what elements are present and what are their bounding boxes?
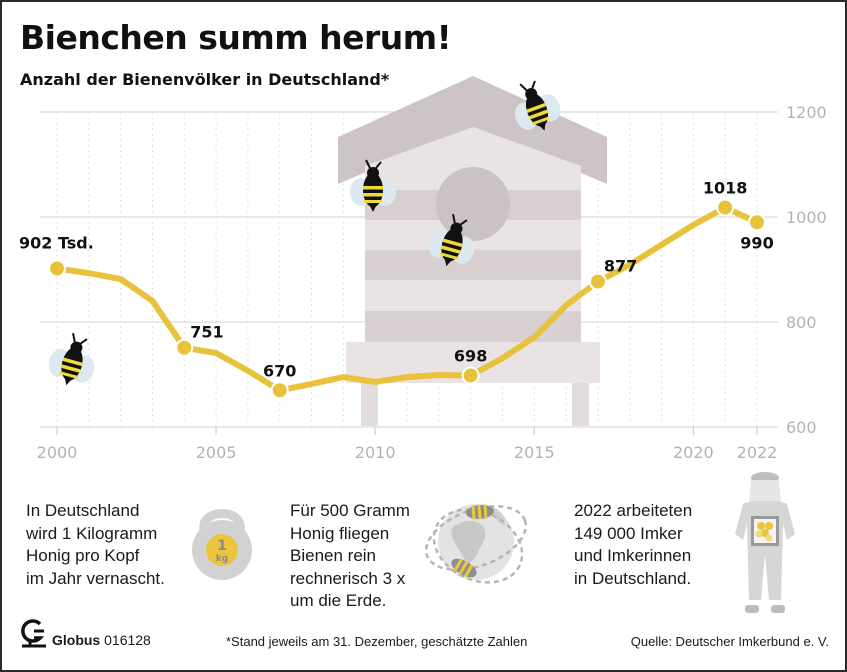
y-tick-label: 1000: [786, 208, 827, 227]
y-tick-label: 1200: [786, 103, 827, 122]
kettlebell-weight-number: 1: [217, 538, 227, 554]
hive-band: [365, 280, 581, 311]
data-point: [748, 213, 766, 232]
globe-with-bees-icon: [424, 504, 528, 584]
fact-beekeepers: 2022 arbeiteten 149 000 Imker und Imkeri…: [574, 501, 693, 588]
y-tick-label: 800: [786, 313, 817, 332]
beehive-illustration: [338, 76, 607, 426]
data-label: 698: [454, 347, 487, 366]
label-layer: 902 Tsd. 751 670 698 877 1018 990: [19, 179, 774, 381]
data-label: 1018: [703, 179, 748, 198]
tick-layer: 600 800 1000 1200 2000 2005 2010 2015 2020 2022: [37, 103, 827, 462]
x-tick-label: 2010: [355, 443, 396, 462]
data-point: [461, 366, 480, 385]
data-point: [716, 198, 735, 217]
data-point: [270, 381, 289, 400]
x-tick-label: 2000: [37, 443, 78, 462]
kettlebell-icon: 1 kg: [192, 509, 252, 580]
brand-logo: Globus 016128: [20, 618, 151, 648]
point-layer: [48, 198, 766, 400]
line-layer: [54, 204, 760, 394]
x-tick-label: 2020: [673, 443, 714, 462]
kettlebell-weight-unit: kg: [216, 554, 228, 564]
page-title: Bienchen summ herum!: [20, 18, 452, 57]
fact-honey-consumption: In Deutschland wird 1 Kilogramm Honig pr…: [26, 501, 165, 588]
data-point: [48, 259, 66, 278]
data-label: 877: [604, 257, 637, 276]
data-label: 990: [740, 233, 773, 252]
bee-layer: [48, 80, 561, 386]
data-label: 902 Tsd.: [19, 233, 94, 252]
x-tick-label: 2005: [196, 443, 237, 462]
hive-roof: [338, 76, 607, 184]
graphic-code: 016128: [104, 632, 151, 648]
x-tick-label: 2022: [737, 443, 778, 462]
data-label: 670: [263, 361, 296, 380]
hive-leg-right: [572, 383, 589, 426]
chart-subtitle: Anzahl der Bienenvölker in Deutschland*: [20, 70, 390, 89]
beekeeper-icon: [735, 472, 795, 613]
globus-logo-icon: [21, 619, 46, 648]
hive-gable: [365, 127, 581, 190]
fact-bee-flight-distance: Für 500 Gramm Honig fliegen Bienen rein …: [290, 501, 410, 610]
data-point: [175, 338, 194, 357]
brand-name: Globus: [52, 632, 101, 648]
bee-icon: [48, 333, 95, 386]
bee-icon: [515, 80, 561, 131]
globe-bee-bottom: [451, 557, 477, 578]
x-tick-label: 2015: [514, 443, 555, 462]
hive-entrance: [436, 167, 510, 241]
globe-bee-top: [466, 504, 494, 520]
hive-band: [365, 250, 581, 280]
y-tick-label: 600: [786, 418, 817, 437]
data-label: 751: [190, 323, 223, 342]
source: Quelle: Deutscher Imkerbund e. V.: [630, 634, 829, 649]
hive-leg-left: [361, 383, 378, 426]
bee-icon: [350, 159, 396, 212]
footnote: *Stand jeweils am 31. Dezember, geschätz…: [226, 634, 528, 649]
data-point: [588, 272, 607, 291]
series-line: [54, 204, 760, 394]
bee-icon: [428, 214, 475, 267]
